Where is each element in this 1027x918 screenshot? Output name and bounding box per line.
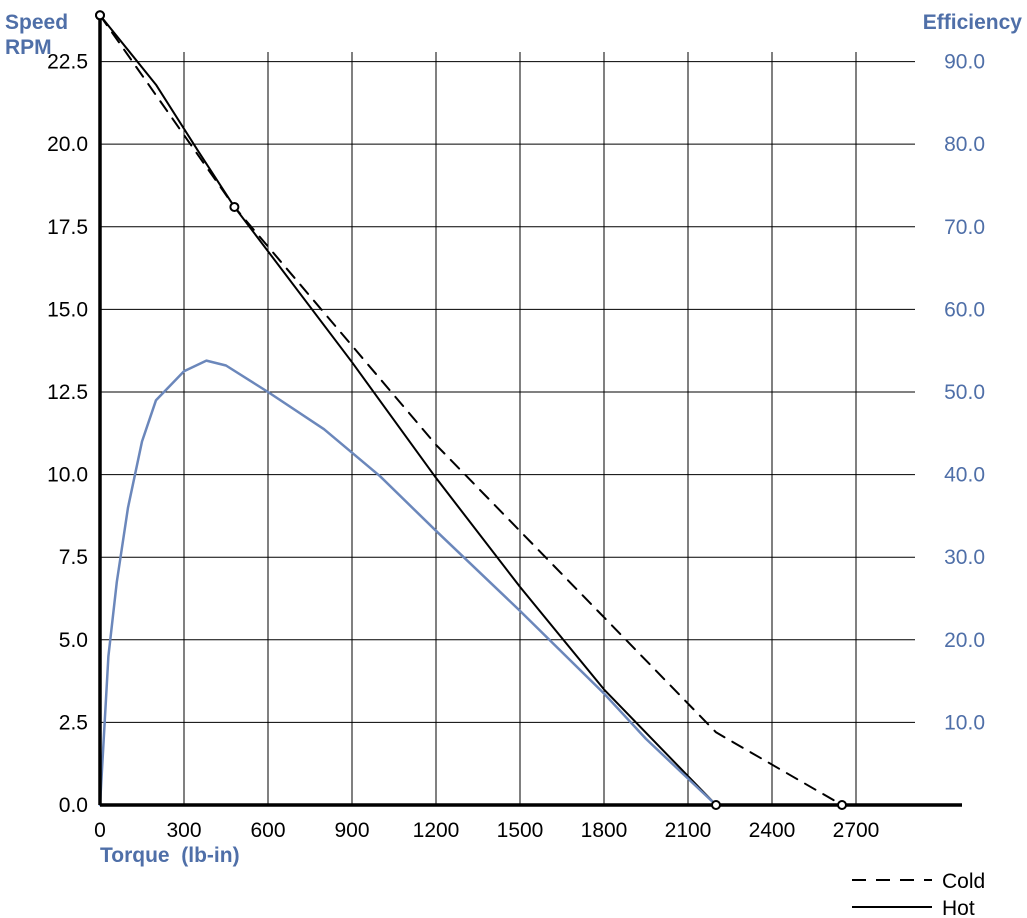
x-tick-label: 600 — [250, 819, 285, 842]
markers — [95, 10, 847, 810]
right-tick-label: 80.0 — [944, 133, 985, 156]
data-point-marker — [711, 800, 721, 810]
left-tick-label: 17.5 — [47, 216, 88, 239]
legend-hot-label: Hot — [942, 897, 975, 918]
legend: Cold Hot — [852, 870, 985, 918]
left-tick-label: 0.0 — [59, 794, 88, 817]
legend-cold-label: Cold — [942, 870, 985, 893]
left-axis-label-line2: RPM — [5, 36, 52, 59]
x-tick-label: 2700 — [833, 819, 880, 842]
right-axis-label: Efficiency — [923, 11, 1023, 34]
right-tick-label: 60.0 — [944, 298, 985, 321]
x-tick-label: 2100 — [665, 819, 712, 842]
left-tick-label: 7.5 — [59, 546, 88, 569]
left-tick-label: 12.5 — [47, 381, 88, 404]
x-tick-label: 0 — [94, 819, 106, 842]
left-tick-label: 5.0 — [59, 629, 88, 652]
data-point-marker — [837, 800, 847, 810]
left-tick-label: 10.0 — [47, 464, 88, 487]
left-axis-label-line1: Speed — [5, 11, 68, 34]
data-point-marker — [95, 10, 105, 21]
x-axis-label: Torque (lb-in) — [100, 844, 240, 867]
left-tick-label: 2.5 — [59, 711, 88, 734]
axes — [98, 12, 962, 807]
right-tick-label: 30.0 — [944, 546, 985, 569]
right-tick-label: 10.0 — [944, 711, 985, 734]
right-tick-label: 20.0 — [944, 629, 985, 652]
x-tick-label: 1200 — [413, 819, 460, 842]
left-tick-label: 22.5 — [47, 51, 88, 74]
right-tick-label: 90.0 — [944, 51, 985, 74]
grid — [100, 52, 915, 805]
x-tick-label: 1500 — [497, 819, 544, 842]
x-tick-label: 900 — [334, 819, 369, 842]
x-tick-label: 300 — [166, 819, 201, 842]
series-line-efficiency — [98, 359, 718, 807]
data-point-marker — [229, 201, 240, 212]
series-line-cold — [99, 14, 843, 806]
right-tick-label: 70.0 — [944, 216, 985, 239]
series-line-hot — [99, 14, 717, 806]
left-tick-label: 15.0 — [47, 298, 88, 321]
right-tick-label: 50.0 — [944, 381, 985, 404]
series-layer — [98, 14, 843, 807]
right-tick-label: 40.0 — [944, 464, 985, 487]
x-tick-label: 2400 — [749, 819, 796, 842]
left-tick-label: 20.0 — [47, 133, 88, 156]
tick-labels: 0 300 600 900 1200 1500 1800 2100 2400 2700 0.0 2.5… — [47, 51, 985, 842]
x-tick-label: 1800 — [581, 819, 628, 842]
